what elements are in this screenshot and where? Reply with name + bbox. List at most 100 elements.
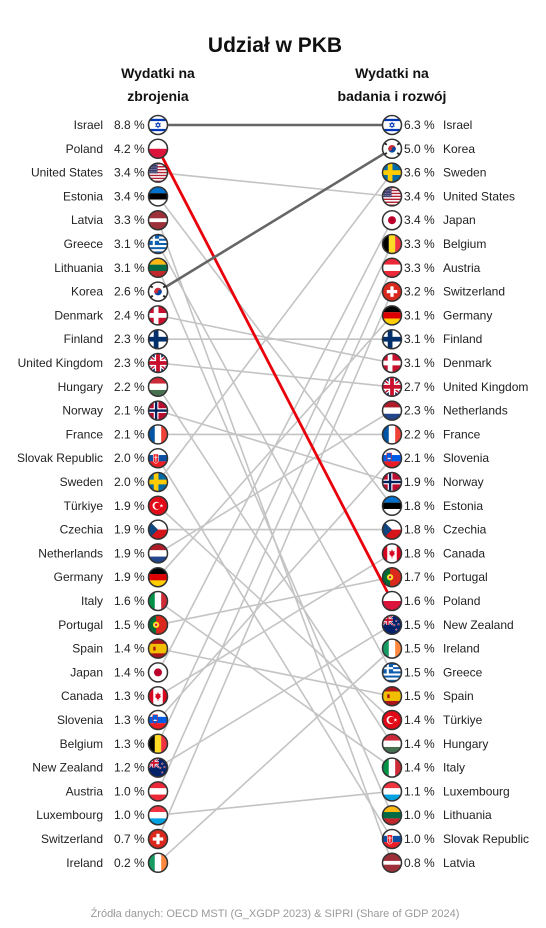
highlight-lines	[156, 123, 394, 603]
left-country-label: Italy	[81, 594, 103, 608]
right-country-label: United Kingdom	[443, 380, 528, 394]
left-row-greece: Greece 3.1 %	[64, 233, 169, 255]
left-country-label: Estonia	[63, 189, 103, 203]
poland-flag-icon	[147, 138, 169, 160]
right-value-label: 3.6 %	[404, 166, 435, 180]
japan-flag-icon	[147, 662, 169, 683]
right-country-label: Ireland	[443, 642, 480, 656]
line-spain	[157, 647, 393, 698]
right-country-label: Türkiye	[443, 713, 483, 727]
line-korea	[156, 147, 394, 293]
left-country-label: Israel	[74, 118, 103, 132]
line-united-states	[157, 171, 393, 198]
left-country-label: Greece	[64, 237, 104, 251]
left-value-label: 0.7 %	[114, 832, 145, 846]
right-row-new-zealand: 1.5 % New Zealand	[381, 614, 514, 636]
right-row-united-kingdom: 2.7 % United Kingdom	[381, 376, 528, 398]
right-country-label: New Zealand	[443, 618, 514, 632]
right-row-germany: 3.1 % Germany	[381, 305, 492, 326]
left-row-spain: Spain 1.4 %	[72, 638, 169, 659]
left-country-label: Hungary	[58, 380, 103, 394]
poland-flag-icon	[381, 590, 403, 612]
left-value-label: 1.0 %	[114, 784, 145, 798]
latvia-flag-icon	[147, 209, 169, 231]
canada-flag-icon	[381, 543, 403, 564]
right-row-poland: 1.6 % Poland	[381, 590, 480, 612]
right-row-slovenia: 2.1 % Slovenia	[381, 447, 489, 469]
left-country-label: Belgium	[60, 737, 103, 751]
left-country-label: Luxembourg	[36, 808, 103, 822]
right-country-label: Czechia	[443, 523, 487, 537]
left-country-label: Austria	[66, 784, 104, 798]
netherlands-flag-icon	[147, 543, 169, 564]
right-row-japan: 3.4 % Japan	[381, 209, 476, 231]
right-row-portugal: 1.7 % Portugal	[381, 566, 488, 588]
right-value-label: 1.5 %	[404, 689, 435, 703]
left-country-label: Canada	[61, 689, 103, 703]
left-row-denmark: Denmark 2.4 %	[54, 305, 169, 326]
right-value-label: 0.8 %	[404, 856, 435, 870]
right-country-label: Norway	[443, 475, 484, 489]
right-row-lithuania: 1.0 % Lithuania	[381, 804, 492, 826]
line-portugal	[157, 576, 393, 626]
right-row-israel: 6.3 % Israel	[381, 114, 472, 136]
right-row-greece: 1.5 % Greece	[381, 662, 483, 683]
france-flag-icon	[147, 424, 169, 445]
right-value-label: 1.4 %	[404, 761, 435, 775]
left-row-united-kingdom: United Kingdom 2.3 %	[18, 352, 169, 374]
line-japan	[157, 219, 393, 674]
luxembourg-flag-icon	[147, 804, 169, 826]
left-header-line-2: zbrojenia	[127, 88, 189, 104]
left-country-label: France	[66, 427, 104, 441]
right-value-label: 1.4 %	[404, 737, 435, 751]
left-value-label: 1.9 %	[114, 546, 145, 560]
left-row-finland: Finland 2.3 %	[64, 328, 169, 350]
line-luxembourg	[157, 790, 393, 817]
czechia-flag-icon	[147, 519, 169, 540]
left-row-france: France 2.1 %	[66, 424, 169, 445]
luxembourg-flag-icon	[381, 781, 403, 802]
left-value-label: 0.2 %	[114, 856, 145, 870]
latvia-flag-icon	[381, 852, 403, 874]
left-row-portugal: Portugal 1.5 %	[58, 614, 169, 636]
right-value-label: 3.1 %	[404, 332, 435, 346]
line-sweden	[157, 171, 393, 483]
right-value-label: 3.4 %	[404, 213, 435, 227]
right-row-switzerland: 3.2 % Switzerland	[381, 281, 505, 302]
left-value-label: 3.3 %	[114, 213, 145, 227]
left-value-label: 1.3 %	[114, 713, 145, 727]
left-country-label: Germany	[54, 570, 103, 584]
left-row-sweden: Sweden 2.0 %	[60, 471, 169, 493]
left-value-label: 1.9 %	[114, 523, 145, 537]
right-row-france: 2.2 % France	[381, 424, 481, 445]
left-country-label: United Kingdom	[18, 356, 103, 370]
united-kingdom-flag-icon	[381, 376, 403, 398]
right-value-label: 1.0 %	[404, 808, 435, 822]
lithuania-flag-icon	[381, 804, 403, 826]
left-row-ireland: Ireland 0.2 %	[66, 852, 169, 874]
left-country-label: Czechia	[60, 523, 104, 537]
right-value-label: 1.6 %	[404, 594, 435, 608]
right-value-label: 3.3 %	[404, 237, 435, 251]
lithuania-flag-icon	[147, 257, 169, 279]
left-country-label: Finland	[64, 332, 103, 346]
left-row-japan: Japan 1.4 %	[70, 662, 169, 683]
left-country-label: Ireland	[66, 856, 103, 870]
right-country-label: Netherlands	[443, 404, 508, 418]
left-country-label: Sweden	[60, 475, 103, 489]
left-value-label: 1.0 %	[114, 808, 145, 822]
united-states-flag-icon	[381, 186, 403, 207]
left-country-label: United States	[31, 166, 103, 180]
right-row-belgium: 3.3 % Belgium	[381, 233, 486, 255]
norway-flag-icon	[381, 471, 403, 493]
right-value-label: 2.3 %	[404, 404, 435, 418]
right-country-label: Canada	[443, 546, 485, 560]
left-value-label: 1.5 %	[114, 618, 145, 632]
left-value-label: 1.3 %	[114, 689, 145, 703]
hungary-flag-icon	[381, 733, 403, 755]
right-country-label: Japan	[443, 213, 476, 227]
right-value-label: 1.0 %	[404, 832, 435, 846]
right-row-latvia: 0.8 % Latvia	[381, 852, 475, 874]
right-value-label: 2.1 %	[404, 451, 435, 465]
right-value-label: 3.2 %	[404, 285, 435, 299]
